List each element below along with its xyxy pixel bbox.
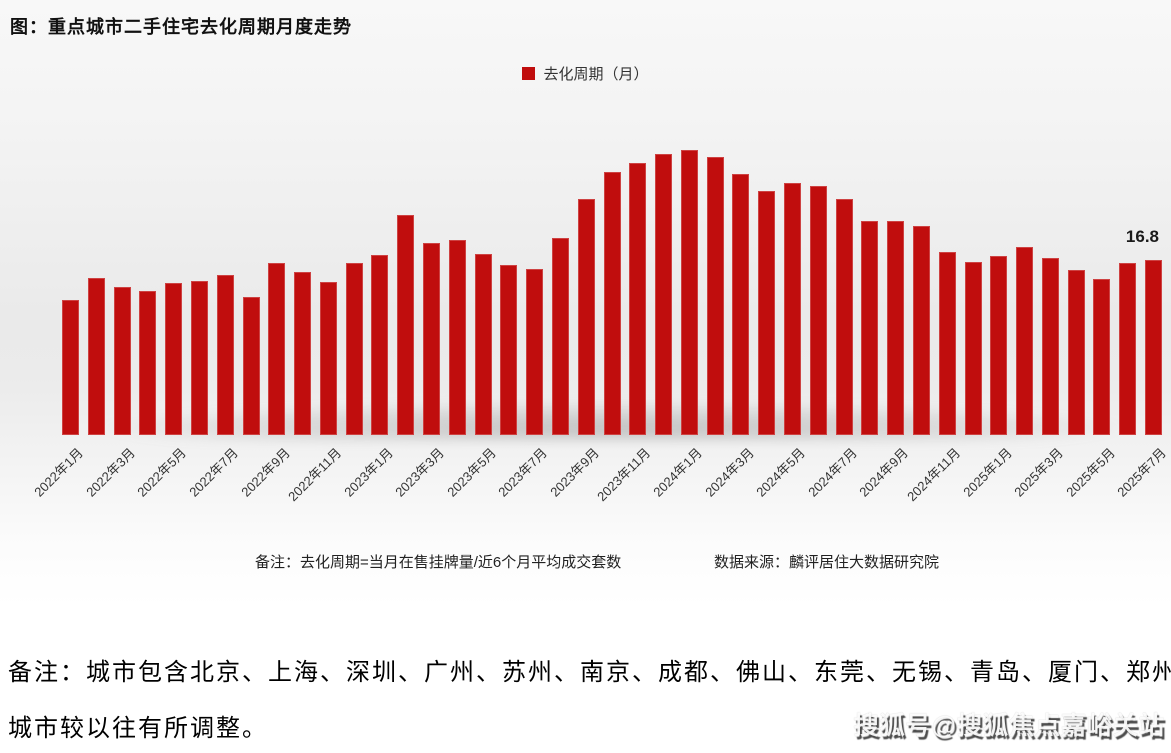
legend-swatch-icon xyxy=(522,66,536,80)
chart-notes-row: 备注：去化周期=当月在售挂牌量/近6个月平均成交套数 数据来源：麟评居住大数据研… xyxy=(0,551,1171,573)
x-tick-label: 2024年3月 xyxy=(702,445,757,500)
x-tick-label: 2024年1月 xyxy=(650,445,706,500)
bar-2024年5月 xyxy=(784,183,801,435)
bar-2025年3月 xyxy=(1041,258,1059,435)
bar-2023年10月 xyxy=(603,172,621,435)
chart-legend: 去化周期（月） xyxy=(0,63,1171,83)
x-tick-label: 2025年1月 xyxy=(959,445,1015,500)
bar-2023年9月 xyxy=(577,199,595,435)
bar-2024年1月 xyxy=(680,150,698,435)
chart-title: 图：重点城市二手住宅去化周期月度走势 xyxy=(10,17,352,37)
bar-2023年8月 xyxy=(551,238,569,435)
bar-2024年9月 xyxy=(887,221,905,435)
bar-2023年7月 xyxy=(526,269,544,435)
bar-2022年12月 xyxy=(345,263,363,435)
bar-2024年2月 xyxy=(706,157,724,435)
x-tick-label: 2025年7月 xyxy=(1114,445,1170,500)
bar-2025年5月 xyxy=(1093,279,1111,435)
x-tick-label: 2024年11月 xyxy=(903,445,963,505)
x-tick-label: 2025年3月 xyxy=(1011,445,1067,500)
x-tick-label: 2023年5月 xyxy=(444,445,499,500)
bar-2025年4月 xyxy=(1067,270,1085,435)
bar-2022年2月 xyxy=(87,278,105,435)
bar-2022年5月 xyxy=(165,283,183,435)
bar-2022年4月 xyxy=(139,291,157,435)
bar-2023年6月 xyxy=(500,265,518,435)
bar-2022年9月 xyxy=(268,263,286,435)
x-tick-label: 2023年7月 xyxy=(495,445,551,500)
chart-note-source: 数据来源：麟评居住大数据研究院 xyxy=(714,554,940,571)
x-tick-label: 2023年3月 xyxy=(392,445,448,500)
bar-2024年3月 xyxy=(732,174,750,435)
bar-2023年5月 xyxy=(474,254,492,435)
bar-2024年10月 xyxy=(912,226,930,435)
bar-2022年6月 xyxy=(190,281,208,435)
x-tick-label: 2025年5月 xyxy=(1063,445,1118,500)
bar-2025年1月 xyxy=(990,256,1008,435)
watermark: 搜狐号@搜狐焦点嘉峪关站 xyxy=(853,712,1165,740)
chart-card: 图：重点城市二手住宅去化周期月度走势 去化周期（月） 2022年1月 2022年3… xyxy=(0,0,1171,608)
plot-area: 2022年1月 2022年3月 2022年5月 2022年7月 2022年9月 2022年… xyxy=(32,115,1171,504)
bar-2023年2月 xyxy=(397,215,415,435)
x-tick-label: 2022年11月 xyxy=(285,445,345,505)
bar-2025年2月 xyxy=(1016,247,1034,435)
x-tick-label: 2023年11月 xyxy=(594,445,654,505)
bar-2023年12月 xyxy=(655,154,673,435)
footer-note-line2: 城市较以往有所调整。 xyxy=(8,716,268,742)
bar-2024年11月 xyxy=(938,252,956,435)
bar-2023年11月 xyxy=(629,163,647,435)
bar-2025年6月 xyxy=(1119,263,1137,435)
bar-2024年4月 xyxy=(758,191,776,435)
bar-2022年10月 xyxy=(294,272,312,435)
x-tick-label: 2022年7月 xyxy=(186,445,241,500)
x-tick-label: 2023年1月 xyxy=(341,445,396,500)
bar-2022年11月 xyxy=(319,282,337,435)
x-tick-label: 2024年5月 xyxy=(753,445,809,500)
x-tick-label: 2022年3月 xyxy=(83,445,138,500)
bar-2022年8月 xyxy=(242,297,260,435)
bar-2024年8月 xyxy=(861,221,879,435)
x-tick-label: 2022年1月 xyxy=(31,445,87,500)
bar-2023年3月 xyxy=(423,243,440,435)
x-tick-label: 2022年5月 xyxy=(134,445,190,500)
bar-2022年7月 xyxy=(216,275,234,435)
bar-2022年1月 xyxy=(62,300,79,435)
bar-2023年4月 xyxy=(448,240,466,435)
bar-2024年7月 xyxy=(835,199,853,435)
bar-2023年1月 xyxy=(371,255,389,435)
bar-2025年7月 xyxy=(1145,260,1162,435)
bar-2024年6月 xyxy=(809,186,827,435)
last-bar-value-label: 16.8 xyxy=(1125,227,1159,246)
footer-note-line1: 备注：城市包含北京、上海、深圳、广州、苏州、南京、成都、佛山、东莞、无锡、青岛、… xyxy=(8,660,1171,686)
chart-note-formula: 备注：去化周期=当月在售挂牌量/近6个月平均成交套数 xyxy=(255,554,622,571)
bar-2024年12月 xyxy=(964,262,982,435)
bar-2022年3月 xyxy=(113,287,131,435)
x-tick-label: 2024年7月 xyxy=(805,445,860,500)
legend-label: 去化周期（月） xyxy=(543,65,649,83)
